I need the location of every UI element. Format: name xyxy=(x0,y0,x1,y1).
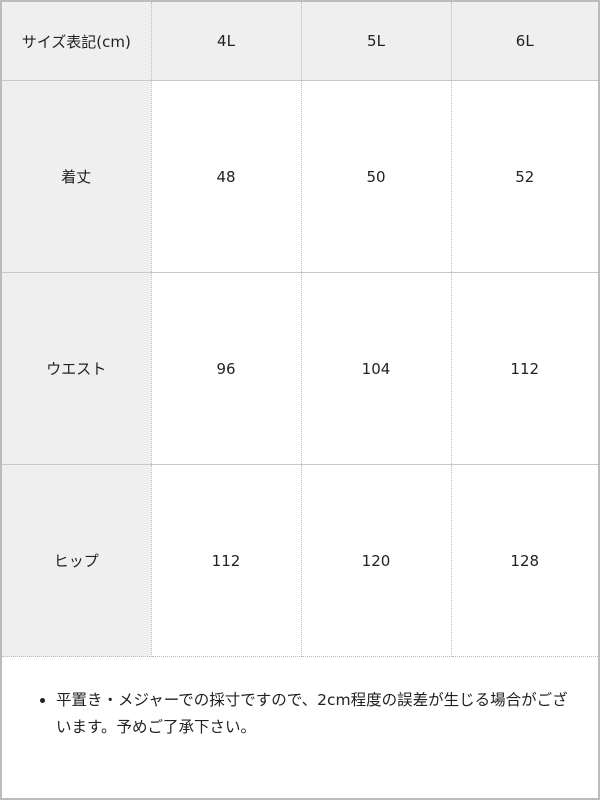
header-size-label: サイズ表記(cm) xyxy=(2,2,152,81)
measurement-note: 平置き・メジャーでの採寸ですので、2cm程度の誤差が生じる場合がございます。予め… xyxy=(40,687,580,741)
table-cell: 128 xyxy=(451,464,598,657)
table-cell: 112 xyxy=(451,272,598,465)
table-cell: 104 xyxy=(301,272,452,465)
header-6l: 6L xyxy=(451,2,598,81)
row-label: ウエスト xyxy=(2,272,152,465)
header-4l: 4L xyxy=(151,2,302,81)
size-table: サイズ表記(cm) 4L 5L 6L 着丈 48 50 52 ウエスト 96 1… xyxy=(2,2,598,657)
table-cell: 48 xyxy=(151,80,302,273)
table-cell: 112 xyxy=(151,464,302,657)
table-row: ヒップ 112 120 128 xyxy=(2,464,598,657)
table-row: ウエスト 96 104 112 xyxy=(2,272,598,465)
note-item: 平置き・メジャーでの採寸ですので、2cm程度の誤差が生じる場合がございます。予め… xyxy=(56,687,580,741)
table-cell: 50 xyxy=(301,80,452,273)
row-label: ヒップ xyxy=(2,464,152,657)
table-header-row: サイズ表記(cm) 4L 5L 6L xyxy=(2,2,598,81)
table-cell: 120 xyxy=(301,464,452,657)
table-row: 着丈 48 50 52 xyxy=(2,80,598,273)
row-label: 着丈 xyxy=(2,80,152,273)
table-cell: 96 xyxy=(151,272,302,465)
header-5l: 5L xyxy=(301,2,452,81)
table-cell: 52 xyxy=(451,80,598,273)
